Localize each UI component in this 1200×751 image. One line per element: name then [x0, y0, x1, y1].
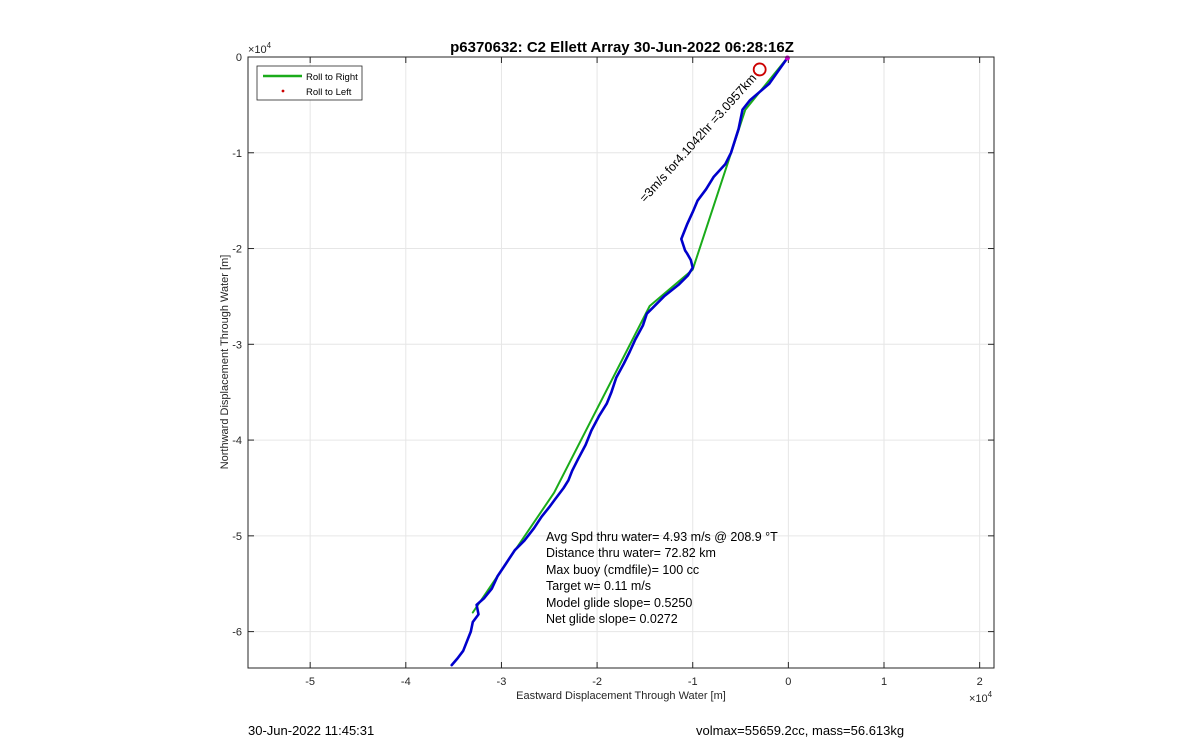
y-tick-label: -4 — [232, 435, 242, 447]
x-axis-label: Eastward Displacement Through Water [m] — [516, 690, 726, 702]
marker-circle — [752, 62, 767, 77]
legend-box — [256, 65, 363, 101]
x-tick-label: -1 — [688, 676, 698, 688]
legend-label-roll-to-left: Roll to Left — [306, 87, 352, 98]
x-tick-label: -4 — [401, 676, 411, 688]
y-tick-label: 0 — [236, 52, 242, 64]
stat-avg-speed: Avg Spd thru water= 4.93 m/s @ 208.9 °T — [546, 530, 778, 544]
y-axis-label: Northward Displacement Through Water [m] — [219, 255, 231, 470]
y-tick-label: -2 — [232, 244, 242, 256]
plot-frame — [247, 56, 995, 669]
x-tick-label: 0 — [785, 676, 791, 688]
x-tick-label: 1 — [881, 676, 887, 688]
stat-model-glide-slope: Model glide slope= 0.5250 — [546, 596, 692, 610]
legend-swatch-roll-to-left — [281, 89, 285, 93]
stat-distance: Distance thru water= 72.82 km — [546, 546, 716, 560]
footer-timestamp: 30-Jun-2022 11:45:31 — [248, 723, 374, 738]
y-tick-label: -3 — [232, 339, 242, 351]
x-tick-label: 2 — [977, 676, 983, 688]
legend-label-roll-to-right: Roll to Right — [306, 72, 358, 83]
chart-title: p6370632: C2 Ellett Array 30-Jun-2022 06… — [450, 39, 794, 56]
marker-dot — [784, 55, 790, 61]
y-axis-exponent: ×104 — [248, 41, 272, 56]
x-axis-exponent: ×104 — [969, 690, 993, 705]
stat-net-glide-slope: Net glide slope= 0.0272 — [546, 612, 678, 626]
series-roll-to-right-line — [471, 57, 788, 614]
x-tick-label: -5 — [305, 676, 315, 688]
legend: Roll to Right Roll to Left — [256, 65, 363, 101]
footer-volmax-mass: volmax=55659.2cc, mass=56.613kg — [696, 723, 904, 738]
x-tick-label: -2 — [592, 676, 602, 688]
x-tick-labels: -5 -4 -3 -2 -1 0 1 2 — [305, 676, 982, 688]
stat-max-buoy: Max buoy (cmdfile)= 100 cc — [546, 563, 699, 577]
y-tick-label: -5 — [232, 531, 242, 543]
stats-annotation: Avg Spd thru water= 4.93 m/s @ 208.9 °T … — [546, 530, 778, 626]
series-layer — [450, 56, 789, 667]
x-tick-label: -3 — [497, 676, 507, 688]
grid — [248, 56, 994, 668]
y-tick-label: -6 — [232, 627, 242, 639]
y-tick-label: -1 — [232, 148, 242, 160]
stat-target-w: Target w= 0.11 m/s — [546, 579, 651, 593]
series-track-line — [450, 56, 789, 667]
y-tick-labels: 0 -1 -2 -3 -4 -5 -6 — [232, 52, 242, 639]
